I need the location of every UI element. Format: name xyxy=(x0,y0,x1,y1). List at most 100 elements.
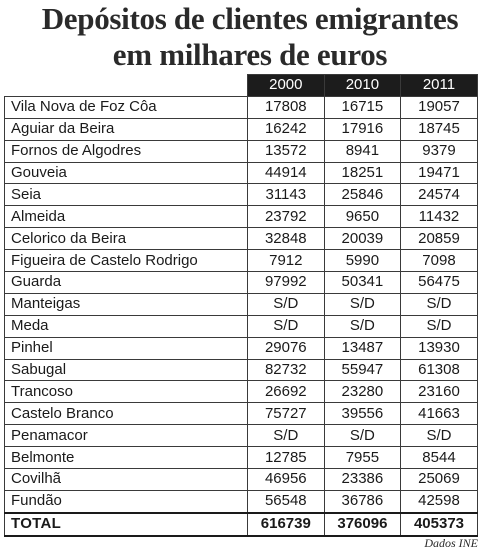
value-cell-2000: 16242 xyxy=(247,117,325,141)
value-cell-2000: 23792 xyxy=(247,205,325,229)
value-cell-2010: 20039 xyxy=(323,227,402,251)
value-cell-2000: 7912 xyxy=(247,249,325,273)
value-cell-2011: 19057 xyxy=(400,95,478,119)
table-row: Castelo Branco 75727 39556 41663 xyxy=(4,402,478,426)
value-cell-2000: 46956 xyxy=(247,468,325,491)
value-cell-2010: 23386 xyxy=(323,468,402,491)
total-value-2000: 616739 xyxy=(247,511,325,537)
table-header-row: 2000 2010 2011 xyxy=(5,74,478,97)
value-cell-2010: 55947 xyxy=(323,358,402,382)
total-value-2011: 405373 xyxy=(400,511,478,537)
value-cell-2011: 56475 xyxy=(400,271,478,294)
value-cell-2011: 18745 xyxy=(400,117,478,141)
total-value-2010: 376096 xyxy=(323,511,402,537)
value-cell-2010: 50341 xyxy=(323,271,402,294)
value-cell-2010: S/D xyxy=(323,314,402,338)
table-body: Vila Nova de Foz Côa 17808 16715 19057 Aguia… xyxy=(4,95,478,537)
value-cell-2000: 12785 xyxy=(247,446,325,470)
value-cell-2000: S/D xyxy=(247,424,325,448)
municipality-name: Penamacor xyxy=(4,424,248,448)
value-cell-2010: 39556 xyxy=(323,402,402,426)
title-line-1: Depósitos de clientes emigrantes xyxy=(41,1,459,36)
municipality-name: Manteigas xyxy=(4,292,248,316)
total-label: TOTAL xyxy=(4,511,248,537)
value-cell-2000: 31143 xyxy=(247,183,325,207)
value-cell-2010: 5990 xyxy=(323,249,402,273)
value-cell-2000: 44914 xyxy=(247,161,325,185)
value-cell-2011: S/D xyxy=(400,424,478,448)
value-cell-2000: 26692 xyxy=(247,380,325,404)
value-cell-2011: 24574 xyxy=(400,183,478,207)
table-row: Meda S/D S/D S/D xyxy=(4,314,478,338)
table-row: Fundão 56548 36786 42598 xyxy=(4,489,478,514)
municipality-name: Guarda xyxy=(4,271,248,294)
header-year-2010: 2010 xyxy=(323,74,402,97)
table-row: Covilhã 46956 23386 25069 xyxy=(4,468,478,491)
deposits-table: 2000 2010 2011 Vila Nova de Foz Côa 17808… xyxy=(4,74,478,537)
value-cell-2011: 7098 xyxy=(400,249,478,273)
municipality-name: Covilhã xyxy=(4,468,248,491)
value-cell-2011: 11432 xyxy=(400,205,478,229)
value-cell-2011: 20859 xyxy=(400,227,478,251)
value-cell-2011: 41663 xyxy=(400,402,478,426)
value-cell-2011: 61308 xyxy=(400,358,478,382)
municipality-name: Fornos de Algodres xyxy=(4,139,248,163)
table-row: Aguiar da Beira 16242 17916 18745 xyxy=(4,117,478,141)
value-cell-2010: 36786 xyxy=(323,489,402,514)
table-row: Penamacor S/D S/D S/D xyxy=(4,424,478,448)
municipality-name: Castelo Branco xyxy=(4,402,248,426)
municipality-name: Belmonte xyxy=(4,446,248,470)
value-cell-2010: 9650 xyxy=(323,205,402,229)
municipality-name: Seia xyxy=(4,183,248,207)
table-row: Sabugal 82732 55947 61308 xyxy=(4,358,478,382)
value-cell-2000: 29076 xyxy=(247,336,325,360)
value-cell-2011: S/D xyxy=(400,314,478,338)
municipality-name: Fundão xyxy=(4,489,248,514)
value-cell-2010: 17916 xyxy=(323,117,402,141)
municipality-name: Aguiar da Beira xyxy=(4,117,248,141)
source-note: Dados INE xyxy=(424,536,478,550)
municipality-name: Vila Nova de Foz Côa xyxy=(4,95,248,119)
value-cell-2011: 25069 xyxy=(400,468,478,491)
value-cell-2000: 17808 xyxy=(247,95,325,119)
total-row: TOTAL 616739 376096 405373 xyxy=(4,511,478,537)
header-blank-cell xyxy=(5,75,248,97)
value-cell-2010: 16715 xyxy=(323,95,402,119)
table-row: Pinhel 29076 13487 13930 xyxy=(4,336,478,360)
value-cell-2000: 13572 xyxy=(247,139,325,163)
value-cell-2011: 13930 xyxy=(400,336,478,360)
value-cell-2010: 7955 xyxy=(323,446,402,470)
table-row: Manteigas S/D S/D S/D xyxy=(4,292,478,316)
value-cell-2000: 97992 xyxy=(247,271,325,294)
value-cell-2010: 18251 xyxy=(323,161,402,185)
municipality-name: Meda xyxy=(4,314,248,338)
value-cell-2000: 82732 xyxy=(247,358,325,382)
value-cell-2010: 23280 xyxy=(323,380,402,404)
municipality-name: Trancoso xyxy=(4,380,248,404)
value-cell-2011: S/D xyxy=(400,292,478,316)
value-cell-2010: 8941 xyxy=(323,139,402,163)
value-cell-2011: 23160 xyxy=(400,380,478,404)
value-cell-2000: 56548 xyxy=(247,489,325,514)
value-cell-2010: 25846 xyxy=(323,183,402,207)
value-cell-2010: 13487 xyxy=(323,336,402,360)
municipality-name: Celorico da Beira xyxy=(4,227,248,251)
value-cell-2011: 42598 xyxy=(400,489,478,514)
table-row: Belmonte 12785 7955 8544 xyxy=(4,446,478,470)
value-cell-2000: S/D xyxy=(247,314,325,338)
municipality-name: Figueira de Castelo Rodrigo xyxy=(4,249,248,273)
table-row: Trancoso 26692 23280 23160 xyxy=(4,380,478,404)
table-row: Guarda 97992 50341 56475 xyxy=(4,271,478,294)
value-cell-2010: S/D xyxy=(323,424,402,448)
table-row: Fornos de Algodres 13572 8941 9379 xyxy=(4,139,478,163)
table-row: Figueira de Castelo Rodrigo 7912 5990 7098 xyxy=(4,249,478,273)
value-cell-2010: S/D xyxy=(323,292,402,316)
value-cell-2011: 8544 xyxy=(400,446,478,470)
value-cell-2011: 9379 xyxy=(400,139,478,163)
value-cell-2000: 32848 xyxy=(247,227,325,251)
municipality-name: Almeida xyxy=(4,205,248,229)
municipality-name: Gouveia xyxy=(4,161,248,185)
header-year-2000: 2000 xyxy=(247,74,325,97)
municipality-name: Pinhel xyxy=(4,336,248,360)
table-row: Almeida 23792 9650 11432 xyxy=(4,205,478,229)
